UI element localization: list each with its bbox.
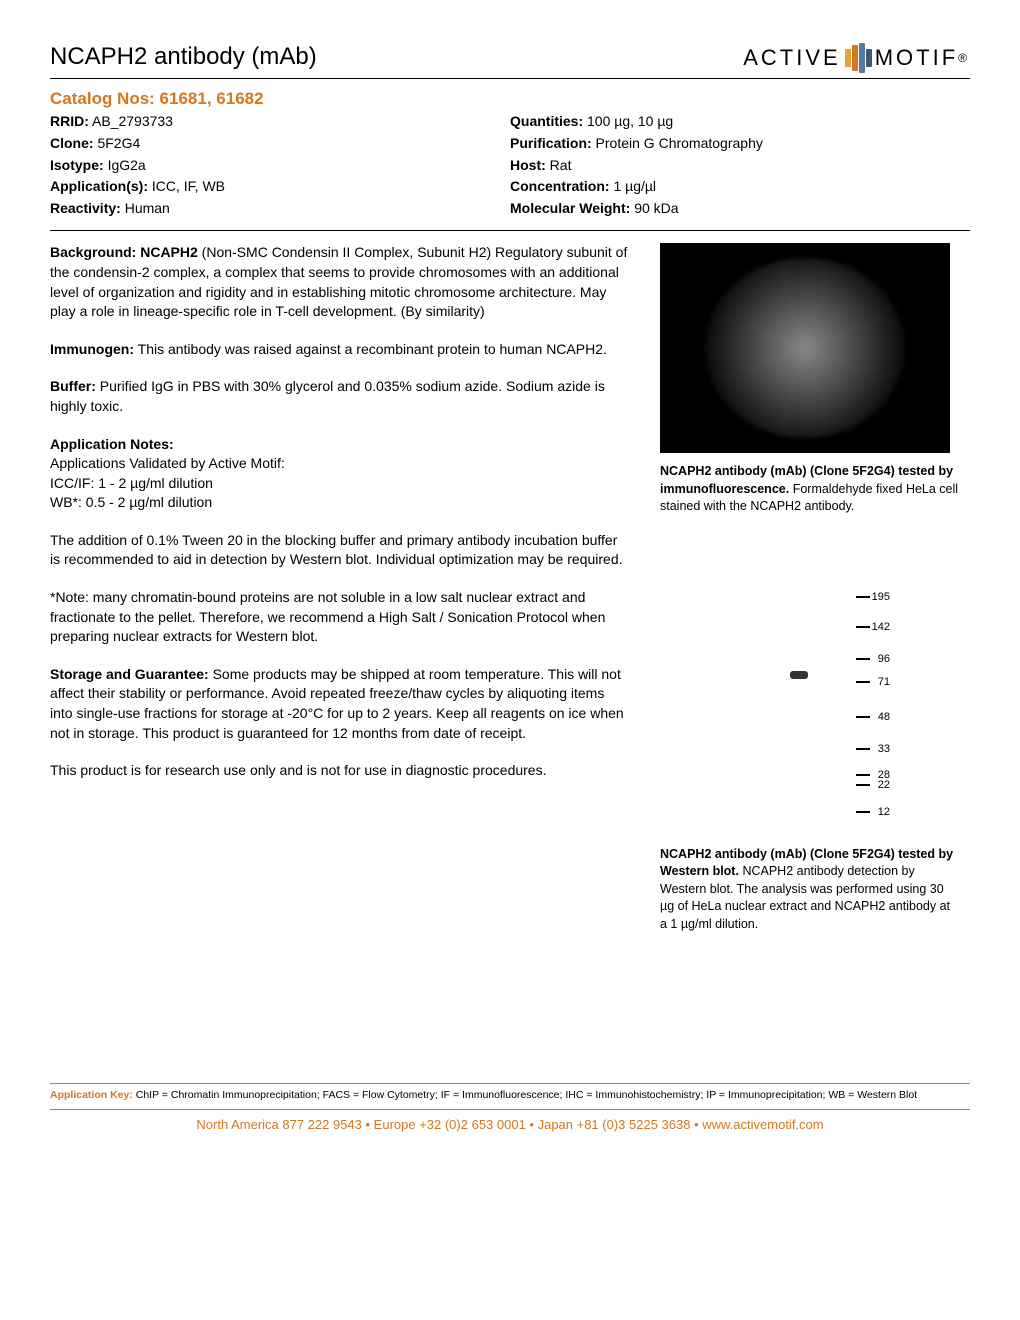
application-key: Application Key: ChIP = Chromatin Immuno…	[50, 1083, 970, 1103]
meta-quantities: Quantities: 100 µg, 10 µg	[510, 112, 970, 132]
mw-value: 90 kDa	[630, 200, 678, 216]
rrid-value: AB_2793733	[89, 113, 173, 129]
immunogen-label: Immunogen:	[50, 341, 134, 357]
host-value: Rat	[546, 157, 572, 173]
concentration-label: Concentration:	[510, 178, 610, 194]
purification-label: Purification:	[510, 135, 592, 151]
meta-reactivity: Reactivity: Human	[50, 199, 510, 219]
purification-value: Protein G Chromatography	[592, 135, 763, 151]
app-key-label: Application Key:	[50, 1089, 133, 1101]
meta-applications: Application(s): ICC, IF, WB	[50, 177, 510, 197]
logo-icon	[845, 43, 871, 73]
buffer-text: Purified IgG in PBS with 30% glycerol an…	[50, 378, 605, 414]
wb-tick	[856, 811, 870, 813]
wb-ladder-label: 142	[872, 620, 890, 635]
catalog-numbers: Catalog Nos: 61681, 61682	[50, 87, 970, 111]
header: NCAPH2 antibody (mAb) ACTIVE MOTIF ®	[50, 40, 970, 79]
applications-label: Application(s):	[50, 178, 148, 194]
page-title: NCAPH2 antibody (mAb)	[50, 40, 317, 74]
research-use: This product is for research use only an…	[50, 761, 630, 781]
figure-2-caption: NCAPH2 antibody (mAb) (Clone 5F2G4) test…	[660, 846, 960, 934]
reactivity-label: Reactivity:	[50, 200, 121, 216]
app-notes-label: Application Notes:	[50, 435, 630, 455]
meta-clone: Clone: 5F2G4	[50, 134, 510, 154]
app-key-text: ChIP = Chromatin Immunoprecipitation; FA…	[133, 1089, 917, 1101]
wb-ladder-label: 12	[878, 805, 890, 820]
meta-right-column: Quantities: 100 µg, 10 µg Purification: …	[510, 110, 970, 220]
immunogen-text: This antibody was raised against a recom…	[134, 341, 607, 357]
wb-ladder-label: 48	[878, 710, 890, 725]
meta-rrid: RRID: AB_2793733	[50, 112, 510, 132]
rrid-label: RRID:	[50, 113, 89, 129]
quantities-value: 100 µg, 10 µg	[583, 113, 673, 129]
wb-band	[790, 671, 808, 679]
immunogen-para: Immunogen: This antibody was raised agai…	[50, 340, 630, 360]
wb-ladder-label: 195	[872, 590, 890, 605]
applications-value: ICC, IF, WB	[148, 178, 225, 194]
logo-right-text: MOTIF	[875, 43, 958, 74]
meta-concentration: Concentration: 1 µg/µl	[510, 177, 970, 197]
wb-tick	[856, 658, 870, 660]
left-column: Background: NCAPH2 (Non-SMC Condensin II…	[50, 243, 630, 963]
wb-tick	[856, 774, 870, 776]
wb-ladder-label: 96	[878, 652, 890, 667]
wb-ladder-label: 22	[878, 778, 890, 793]
wb-ladder-label: 33	[878, 742, 890, 757]
wb-ladder-label: 71	[878, 675, 890, 690]
meta-purification: Purification: Protein G Chromatography	[510, 134, 970, 154]
brand-logo: ACTIVE MOTIF ®	[743, 43, 970, 74]
meta-mw: Molecular Weight: 90 kDa	[510, 199, 970, 219]
meta-host: Host: Rat	[510, 156, 970, 176]
mw-label: Molecular Weight:	[510, 200, 630, 216]
reactivity-value: Human	[121, 200, 170, 216]
app-notes-line2: ICC/IF: 1 - 2 µg/ml dilution	[50, 474, 630, 494]
contact-line: North America 877 222 9543 • Europe +32 …	[50, 1109, 970, 1134]
footer: Application Key: ChIP = Chromatin Immuno…	[50, 1083, 970, 1134]
figure-2-western-blot: 19514296714833282212	[660, 596, 950, 836]
app-notes-line3: WB*: 0.5 - 2 µg/ml dilution	[50, 493, 630, 513]
clone-label: Clone:	[50, 135, 94, 151]
concentration-value: 1 µg/µl	[610, 178, 656, 194]
wb-tick	[856, 784, 870, 786]
wb-tick	[856, 681, 870, 683]
figure-1-caption: NCAPH2 antibody (mAb) (Clone 5F2G4) test…	[660, 463, 960, 516]
wb-tick	[856, 716, 870, 718]
wb-tick	[856, 748, 870, 750]
right-column: NCAPH2 antibody (mAb) (Clone 5F2G4) test…	[660, 243, 960, 963]
figure-1-immunofluorescence	[660, 243, 950, 453]
host-label: Host:	[510, 157, 546, 173]
isotype-label: Isotype:	[50, 157, 104, 173]
main-content: Background: NCAPH2 (Non-SMC Condensin II…	[50, 243, 970, 963]
app-notes-para: Application Notes: Applications Validate…	[50, 435, 630, 513]
salt-note: *Note: many chromatin-bound proteins are…	[50, 588, 630, 647]
metadata-section: RRID: AB_2793733 Clone: 5F2G4 Isotype: I…	[50, 110, 970, 231]
storage-label: Storage and Guarantee:	[50, 666, 209, 682]
storage-para: Storage and Guarantee: Some products may…	[50, 665, 630, 743]
buffer-para: Buffer: Purified IgG in PBS with 30% gly…	[50, 377, 630, 416]
clone-value: 5F2G4	[94, 135, 141, 151]
isotype-value: IgG2a	[104, 157, 146, 173]
chromosome-image-placeholder	[705, 258, 905, 438]
background-label: Background: NCAPH2	[50, 244, 198, 260]
quantities-label: Quantities:	[510, 113, 583, 129]
wb-tick	[856, 626, 870, 628]
tween-note: The addition of 0.1% Tween 20 in the blo…	[50, 531, 630, 570]
buffer-label: Buffer:	[50, 378, 96, 394]
app-notes-line1: Applications Validated by Active Motif:	[50, 454, 630, 474]
registered-mark: ®	[958, 50, 970, 67]
background-para: Background: NCAPH2 (Non-SMC Condensin II…	[50, 243, 630, 321]
logo-left-text: ACTIVE	[743, 43, 840, 74]
meta-isotype: Isotype: IgG2a	[50, 156, 510, 176]
meta-left-column: RRID: AB_2793733 Clone: 5F2G4 Isotype: I…	[50, 110, 510, 220]
wb-tick	[856, 596, 870, 598]
